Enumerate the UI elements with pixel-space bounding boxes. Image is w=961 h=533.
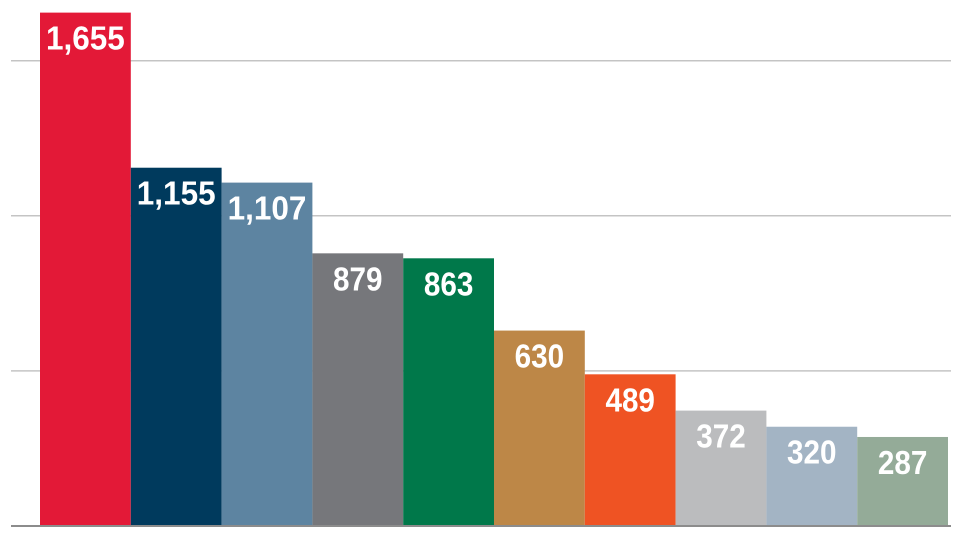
bar-7: [584, 374, 676, 526]
bar-value-label-3: 1,107: [228, 190, 307, 227]
bar-value-label-4: 879: [333, 260, 383, 297]
bar-6: [494, 330, 585, 526]
bar-4: [312, 253, 404, 526]
bar-8: [675, 410, 767, 526]
bar-value-label-6: 630: [515, 338, 565, 375]
bar-value-label-7: 489: [605, 381, 655, 418]
bars: [40, 12, 948, 527]
bar-10: [857, 436, 948, 526]
bar-value-label-2: 1,155: [137, 175, 216, 212]
bar-value-label-8: 372: [696, 418, 746, 455]
bar-1: [40, 12, 131, 526]
bar-value-label-9: 320: [787, 434, 837, 471]
bar-5: [403, 258, 494, 526]
bar-2: [130, 167, 222, 526]
bar-9: [766, 426, 858, 526]
bar-value-label-1: 1,655: [46, 20, 125, 57]
bar-3: [221, 182, 313, 527]
bar-value-label-5: 863: [424, 265, 474, 302]
value-labels: 1,655 1,155 1,107 879 863 630 489 372 320 287: [46, 20, 927, 481]
bar-value-label-10: 287: [878, 444, 928, 481]
